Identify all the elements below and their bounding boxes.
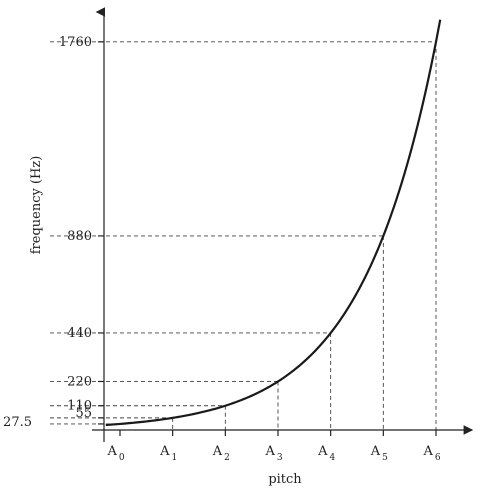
y-tick-label-440: 440 [67, 326, 92, 341]
x-axis-title: pitch [268, 472, 302, 487]
y-tick-label-27.5: 27.5 [3, 415, 32, 430]
y-tick-label-220: 220 [67, 374, 92, 389]
dashed-guide-lines [50, 41, 437, 430]
curve-layer [105, 19, 442, 427]
tick-marks [98, 41, 437, 436]
axes [92, 7, 474, 442]
y-tick-label-1760: 1760 [59, 35, 92, 50]
y-tick-label-110: 110 [67, 399, 92, 414]
y-tick-label-880: 880 [67, 229, 92, 244]
frequency-curve [105, 19, 442, 427]
y-tick-label-55: 55 [75, 406, 92, 421]
y-axis-title: frequency (Hz) [29, 156, 44, 255]
